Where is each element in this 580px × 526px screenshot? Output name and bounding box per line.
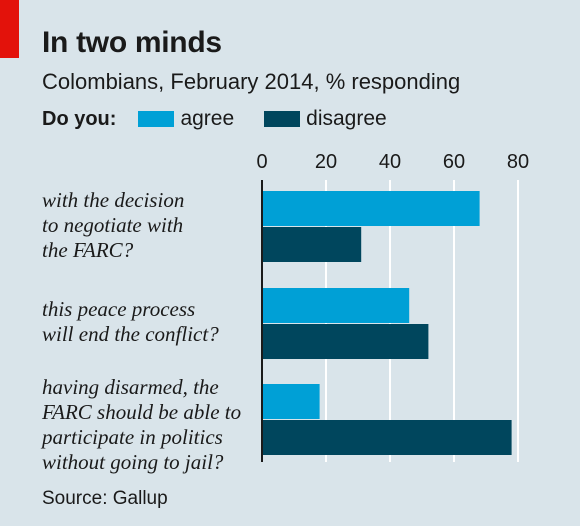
bar-agree-1 (262, 288, 410, 323)
category-label-peace-process: this peace process will end the conflict… (42, 297, 219, 346)
bar-disagree-0 (262, 227, 362, 262)
legend-entry-agree: agree (138, 107, 234, 131)
legend-prefix: Do you: (42, 107, 117, 130)
x-tick-label-0: 0 (256, 151, 267, 173)
legend-swatch-disagree (264, 111, 301, 127)
bar-agree-2 (262, 384, 320, 419)
legend: Do you: agree disagree (42, 106, 417, 132)
bar-disagree-1 (262, 324, 429, 359)
brand-red-tab (0, 0, 19, 58)
bar-agree-0 (262, 191, 480, 226)
x-tick-label-40: 40 (379, 151, 401, 173)
legend-swatch-agree (138, 111, 175, 127)
source-note: Source: Gallup (42, 488, 168, 509)
x-tick-label-80: 80 (507, 151, 529, 173)
legend-entry-disagree: disagree (264, 107, 387, 131)
x-tick-label-20: 20 (315, 151, 337, 173)
x-tick-label-60: 60 (443, 151, 465, 173)
chart-title: In two minds (42, 26, 222, 59)
category-label-politics: having disarmed, the FARC should be able… (42, 375, 242, 474)
category-label-negotiate: with the decision to negotiate with the … (42, 188, 185, 262)
chart-subtitle: Colombians, February 2014, % responding (42, 69, 461, 94)
bar-disagree-2 (262, 420, 512, 455)
legend-label-agree: agree (180, 107, 235, 130)
legend-label-disagree: disagree (306, 107, 387, 130)
